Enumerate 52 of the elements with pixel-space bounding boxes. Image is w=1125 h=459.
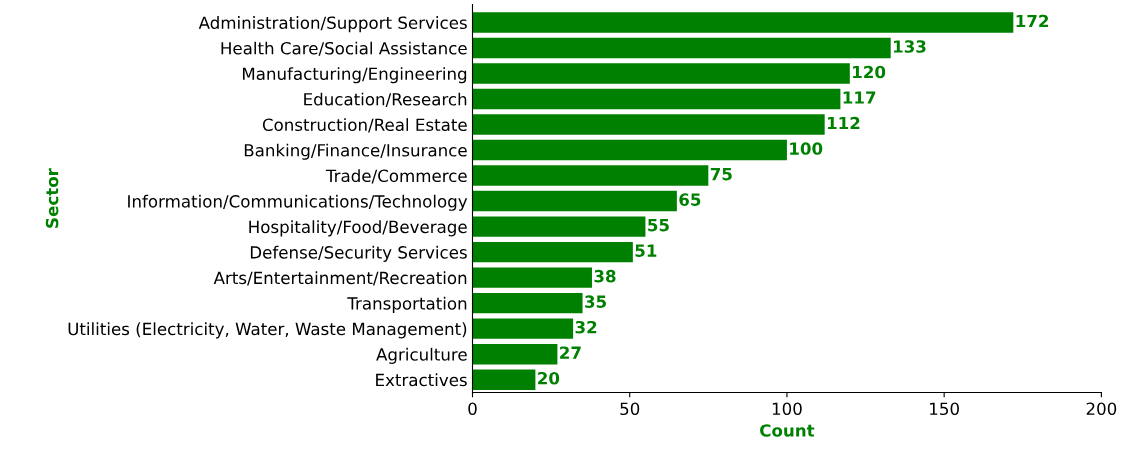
bar <box>472 165 709 186</box>
data-label: 32 <box>575 320 597 334</box>
data-label: 27 <box>560 346 581 359</box>
data-label: 51 <box>635 244 657 257</box>
data-label: 35 <box>585 295 606 308</box>
y-axis-title: Sector <box>45 168 59 228</box>
data-label: 55 <box>648 219 669 232</box>
y-tick-label: Trade/Commerce <box>325 169 467 184</box>
bar <box>472 267 592 288</box>
y-tick-label: Administration/Support Services <box>198 16 467 33</box>
bar <box>472 369 536 390</box>
data-label: 133 <box>893 40 926 53</box>
data-label: 117 <box>843 91 876 104</box>
x-axis-title: Count <box>760 424 815 437</box>
y-tick-label: Extractives <box>376 373 467 387</box>
bar <box>472 114 825 135</box>
bar <box>472 216 646 237</box>
bar <box>472 63 850 84</box>
y-tick-label: Banking/Finance/Insurance <box>244 143 467 160</box>
data-label: 120 <box>853 65 886 79</box>
data-label: 20 <box>538 371 560 385</box>
y-tick-label: Information/Communications/Technology <box>128 194 468 211</box>
data-label: 100 <box>790 142 823 155</box>
y-tick-label: Education/Research <box>304 92 467 107</box>
data-label: 75 <box>710 168 732 181</box>
y-tick-label: Transportation <box>347 296 467 313</box>
data-label: 38 <box>594 269 616 283</box>
bar <box>472 12 1014 33</box>
y-tick-label: Hospitality/Food/Beverage <box>249 220 467 237</box>
x-tick-label: 200 <box>1086 402 1117 416</box>
data-label: 65 <box>679 193 701 206</box>
y-tick-label: Agriculture <box>376 347 467 364</box>
bar <box>472 292 583 314</box>
data-label: 172 <box>1016 14 1049 28</box>
bar <box>472 139 787 161</box>
x-tick-label: 100 <box>772 402 802 416</box>
bar <box>472 88 841 110</box>
y-tick-label: Defense/Security Services <box>250 245 467 262</box>
bar <box>472 318 574 339</box>
bar <box>472 241 633 263</box>
bar <box>472 343 558 365</box>
bar <box>472 37 891 59</box>
data-label: 112 <box>827 116 860 130</box>
y-tick-label: Construction/Real Estate <box>262 118 467 133</box>
y-tick-label: Utilities (Electricity, Water, Waste Management) <box>68 322 467 339</box>
y-tick-label: Health Care/Social Assistance <box>221 41 467 56</box>
y-tick-label: Manufacturing/Engineering <box>242 67 467 84</box>
x-tick-label: 150 <box>930 402 959 416</box>
x-tick-label: 0 <box>468 402 477 416</box>
bar <box>472 190 677 212</box>
x-tick-label: 50 <box>620 402 640 416</box>
y-tick-label: Arts/Entertainment/Recreation <box>213 271 467 286</box>
